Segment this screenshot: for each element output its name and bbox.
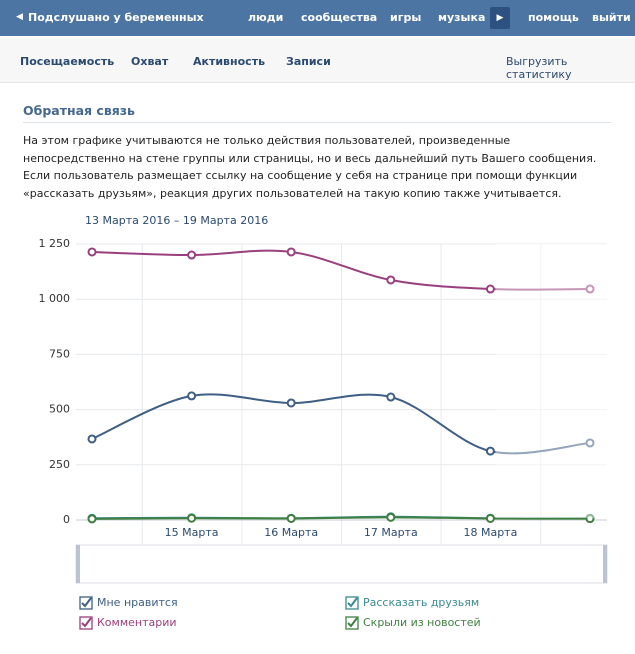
- section-text: На этом графике учитываются не только де…: [23, 134, 597, 200]
- tabs-bar: Посещаемость Охват Активность Записи Выг…: [0, 38, 635, 83]
- legend-item[interactable]: Мне нравится: [79, 596, 178, 610]
- tab[interactable]: Посещаемость: [20, 55, 115, 68]
- data-point: [386, 512, 396, 522]
- top-bar: ◀ Подслушано у беременных люди сообществ…: [0, 0, 635, 36]
- data-point: [485, 446, 495, 456]
- x-tick-label: 15 Марта: [165, 526, 219, 539]
- navigator-handle[interactable]: [76, 545, 80, 583]
- nav-link[interactable]: люди: [248, 11, 284, 24]
- data-point: [87, 434, 97, 444]
- data-point: [386, 512, 396, 522]
- data-point: [187, 250, 197, 260]
- y-tick-label: 1 250: [39, 237, 71, 250]
- legend-label: Рассказать друзьям: [363, 596, 479, 609]
- data-point: [187, 513, 197, 523]
- legend-check: [347, 617, 358, 628]
- navigator-handle[interactable]: [603, 545, 607, 583]
- data-point: [87, 513, 97, 523]
- data-point: [87, 247, 97, 257]
- data-point: [585, 514, 595, 524]
- group-name[interactable]: Подслушано у беременных: [28, 11, 204, 24]
- y-tick-label: 750: [49, 347, 70, 360]
- legend-checkbox: [79, 596, 93, 610]
- incomplete-overlay: [490, 443, 590, 451]
- nav-link[interactable]: помощь: [528, 11, 579, 24]
- section-title: Обратная связь: [23, 103, 611, 123]
- data-point: [585, 438, 595, 448]
- navigator: [75, 544, 608, 584]
- more-button[interactable]: ▶: [490, 7, 510, 29]
- y-tick-label: 250: [49, 458, 70, 471]
- legend-checkbox: [79, 616, 93, 630]
- chart-subtitle: 13 Марта 2016 – 19 Марта 2016: [85, 214, 268, 227]
- legend-label: Мне нравится: [97, 596, 178, 609]
- data-point: [87, 514, 97, 524]
- data-point: [286, 398, 296, 408]
- legend-label: Скрыли из новостей: [363, 616, 481, 629]
- legend-check: [81, 617, 92, 628]
- legend-check: [81, 597, 92, 608]
- x-tick-label: 17 Марта: [364, 526, 418, 539]
- y-tick-label: 1 000: [39, 292, 71, 305]
- nav-link[interactable]: игры: [390, 11, 422, 24]
- series-line: [91, 393, 591, 455]
- y-tick-label: 500: [49, 403, 70, 416]
- legend-checkbox: [345, 616, 359, 630]
- legend-label: Комментарии: [97, 616, 177, 629]
- nav-link[interactable]: музыка: [438, 11, 486, 24]
- data-point: [485, 513, 495, 523]
- data-point: [386, 275, 396, 285]
- export-link[interactable]: Выгрузить статистику: [506, 55, 572, 81]
- data-point: [187, 391, 197, 401]
- tab[interactable]: Записи: [286, 55, 331, 68]
- series-line: [91, 249, 591, 291]
- data-point: [585, 513, 595, 523]
- data-point: [485, 513, 495, 523]
- legend-item[interactable]: Скрыли из новостей: [345, 616, 481, 630]
- data-point: [485, 284, 495, 294]
- data-point: [286, 247, 296, 257]
- x-tick-label: 16 Марта: [264, 526, 318, 539]
- tab[interactable]: Охват: [131, 55, 169, 68]
- data-point: [286, 513, 296, 523]
- data-point: [386, 392, 396, 402]
- y-tick-label: 0: [63, 513, 70, 526]
- data-point: [187, 513, 197, 523]
- legend-item[interactable]: Комментарии: [79, 616, 177, 630]
- nav-link[interactable]: сообщества: [301, 11, 378, 24]
- nav-link[interactable]: выйти: [592, 11, 631, 24]
- legend-checkbox: [345, 596, 359, 610]
- legend-check: [347, 597, 358, 608]
- back-arrow[interactable]: ◀: [16, 12, 23, 22]
- series-line: [91, 516, 591, 520]
- incomplete-shade: [495, 244, 607, 518]
- tab[interactable]: Активность: [193, 55, 266, 68]
- legend-item[interactable]: Рассказать друзьям: [345, 596, 479, 610]
- data-point: [585, 284, 595, 294]
- data-point: [286, 513, 296, 523]
- x-tick-label: 18 Марта: [463, 526, 517, 539]
- series-line: [91, 515, 591, 520]
